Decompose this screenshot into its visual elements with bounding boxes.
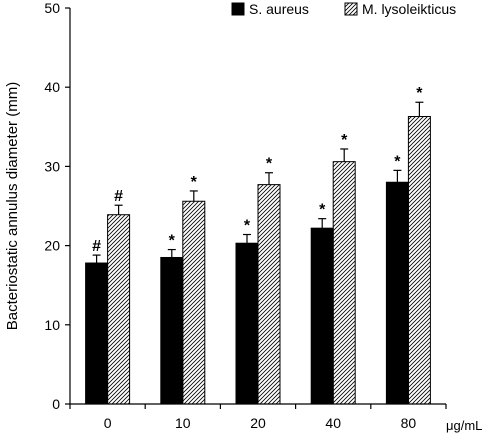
bars: # # * * * * * * * * (85, 85, 431, 405)
legend: S. aureus M. lysoleikticus (231, 1, 456, 17)
significance-mark: * (319, 202, 326, 219)
significance-mark: * (244, 218, 251, 235)
legend-label-m-lysoleikticus: M. lysoleikticus (362, 1, 456, 17)
bar (107, 214, 131, 405)
significance-mark: * (416, 85, 423, 102)
legend-label-s-aureus: S. aureus (249, 1, 309, 17)
bar (257, 184, 281, 405)
x-tick-label: 40 (325, 415, 341, 431)
bar (235, 242, 259, 405)
significance-mark: # (114, 188, 123, 205)
y-tick-label: 40 (44, 79, 60, 95)
y-axis-title: Bacteriostatic annulus diameter (mm) (4, 82, 21, 330)
bar (310, 227, 334, 405)
y-tick-label: 50 (44, 0, 60, 16)
x-unit-label: μg/mL (446, 418, 482, 433)
x-tick-label: 20 (250, 415, 266, 431)
bar (182, 200, 206, 405)
y-tick-label: 30 (44, 158, 60, 174)
x-axis-ticks: 0 10 20 40 80 (69, 404, 447, 431)
y-tick-label: 0 (52, 396, 60, 412)
bar (85, 262, 109, 405)
significance-mark: * (191, 174, 198, 191)
bar (385, 181, 409, 405)
x-tick-label: 80 (401, 415, 417, 431)
x-tick-label: 0 (104, 415, 112, 431)
y-tick-label: 10 (44, 317, 60, 333)
legend-swatch-s-aureus (231, 2, 245, 16)
significance-mark: # (92, 238, 101, 255)
significance-mark: * (341, 132, 348, 149)
y-axis-ticks: 0 10 20 30 40 50 (44, 0, 70, 412)
bar (407, 116, 431, 405)
y-tick-label: 20 (44, 238, 60, 254)
significance-mark: * (266, 156, 273, 173)
bar (160, 256, 184, 405)
bar (332, 161, 356, 405)
legend-swatch-m-lysoleikticus (344, 2, 358, 16)
x-tick-label: 10 (175, 415, 191, 431)
significance-mark: * (394, 153, 401, 170)
significance-mark: * (169, 233, 176, 250)
